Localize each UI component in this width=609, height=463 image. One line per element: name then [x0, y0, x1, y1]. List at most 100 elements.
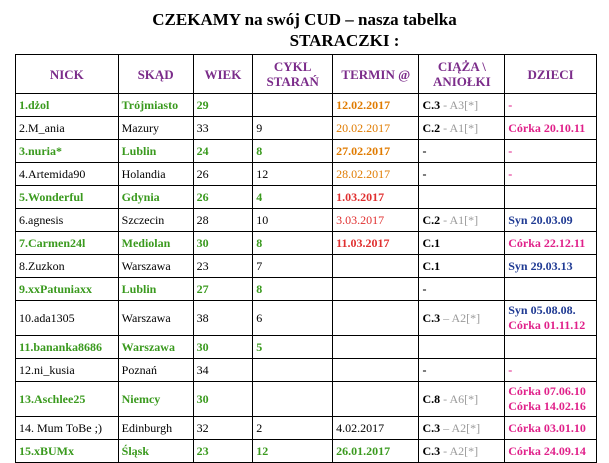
table-cell: 26 — [192, 185, 254, 209]
table-cell: 20.02.2017 — [332, 116, 420, 140]
table-cell — [332, 300, 420, 336]
child-entry: Córka 22.12.11 — [508, 235, 586, 250]
title: CZEKAMY na swój CUD – nasza tabelka — [152, 10, 457, 29]
table-cell: 7.Carmen24l — [15, 231, 119, 255]
pregnancy-part: A1[*] — [449, 212, 479, 227]
pregnancy-part: C.3 — [422, 310, 441, 325]
table-cell: Trójmiasto — [117, 93, 194, 117]
table-cell: Córka 22.12.11 — [504, 231, 597, 255]
column-header: DZIECI — [504, 54, 597, 94]
child-entry: Córka 24.09.14 — [508, 443, 586, 458]
table-cell — [332, 277, 420, 301]
column-header: TERMIN @ — [332, 54, 420, 94]
table-cell: 9.xxPatuniaxx — [15, 277, 119, 301]
table-cell — [252, 358, 334, 382]
table-cell — [418, 335, 506, 359]
child-entry: Córka 01.11.12 — [508, 318, 586, 332]
table-cell: 30 — [192, 335, 254, 359]
pregnancy-part: C.3 — [422, 443, 441, 458]
pregnancy-part: - — [443, 120, 448, 135]
table-cell: - — [504, 358, 597, 382]
table-cell: Warszawa — [117, 254, 194, 278]
table-cell: 28.02.2017 — [332, 162, 420, 186]
pregnancy-part: C.8 — [422, 391, 441, 406]
table-row: 8.Zuzkon Warszawa 23 7 C.1 Syn 29.03.13 — [15, 254, 597, 278]
table-cell: 5.Wonderful — [15, 185, 119, 209]
child-entry: Syn 05.08.08. — [508, 303, 576, 317]
pregnancy-part: - — [422, 362, 427, 377]
pregnancy-part: C.3 — [422, 420, 441, 435]
table-cell: 1.03.2017 — [332, 185, 420, 209]
table-cell: 10.ada1305 — [15, 300, 119, 336]
pregnancy-part: A2[*] — [451, 420, 481, 435]
table-cell: 30 — [192, 231, 254, 255]
table-cell: 23 — [192, 254, 254, 278]
table-cell: Lublin — [117, 277, 194, 301]
table-cell: C.3 – A2[*] — [418, 416, 506, 440]
table-cell — [418, 185, 506, 209]
pregnancy-part: - — [443, 391, 448, 406]
table-cell — [332, 381, 420, 417]
table-cell: C.2 - A1[*] — [418, 116, 506, 140]
child-entry: Córka 03.01.10 — [508, 420, 586, 435]
pregnancy-part: - — [443, 443, 448, 458]
table-row: 3.nuria* Lublin 24 8 27.02.2017- - — [15, 139, 597, 163]
table-cell: 11.bananka8686 — [15, 335, 119, 359]
table-cell: C.1 — [418, 231, 506, 255]
table-cell: Warszawa — [117, 300, 194, 336]
table-cell: 1.dżol — [15, 93, 119, 117]
pregnancy-part: C.3 — [422, 97, 441, 112]
table-cell: C.1 — [418, 254, 506, 278]
child-entry: Córka 20.10.11 — [508, 120, 586, 135]
table-row: 14. Mum ToBe ;) Edinburgh 32 2 4.02.2017 C.3 … — [15, 416, 597, 440]
table-cell: C.8 - A6[*] — [418, 381, 506, 417]
table-cell: - — [418, 162, 506, 186]
pregnancy-part: - — [443, 212, 448, 227]
table-cell — [332, 335, 420, 359]
table-cell — [252, 93, 334, 117]
table-cell — [332, 358, 420, 382]
table-cell: Córka 03.01.10 — [504, 416, 597, 440]
table-cell: 27 — [192, 277, 254, 301]
table-body: 1.dżol Trójmiasto 29 12.02.2017 C.3 - A3[*] -… — [15, 93, 597, 463]
table-cell — [504, 277, 597, 301]
table-cell: Gdynia — [117, 185, 194, 209]
table-cell: 34 — [192, 358, 254, 382]
table-cell: 24 — [192, 139, 254, 163]
child-entry: - — [508, 362, 513, 377]
table-cell: 7 — [252, 254, 334, 278]
table-row: 12.ni_kusia Poznań 34 - - — [15, 358, 597, 382]
child-entry: Córka 14.02.16 — [508, 399, 586, 413]
column-header: WIEK — [192, 54, 254, 94]
table-cell: Mazury — [117, 116, 194, 140]
table-row: 15.xBUMx Śląsk 23 12 26.01.2017 C.3 - A2[*] Có… — [15, 439, 597, 463]
table-cell: 38 — [192, 300, 254, 336]
table-cell: Śląsk — [117, 439, 194, 463]
table-cell: 5 — [252, 335, 334, 359]
table-cell: Syn 05.08.08. Córka 01.11.12 — [504, 300, 597, 336]
table-row: 11.bananka8686 Warszawa 30 5 — [15, 335, 597, 359]
table-cell: 12 — [252, 162, 334, 186]
table-cell: Syn 29.03.13 — [504, 254, 597, 278]
table-row: 10.ada1305 Warszawa 38 6 C.3 – A2[*] Syn 05.0… — [15, 300, 597, 336]
table-cell: 13.Aschlee25 — [15, 381, 119, 417]
child-entry: Syn 29.03.13 — [508, 258, 573, 273]
table-cell: Holandia — [117, 162, 194, 186]
column-header: SKĄD — [117, 54, 194, 94]
table-cell: 3.nuria* — [15, 139, 119, 163]
table-cell: Córka 20.10.11 — [504, 116, 597, 140]
table-row: 13.Aschlee25 Niemcy 30 C.8 - A6[*] Córka 07.… — [15, 381, 597, 417]
table-cell: 12.ni_kusia — [15, 358, 119, 382]
table-cell: - — [418, 358, 506, 382]
table-cell: Edinburgh — [117, 416, 194, 440]
pregnancy-part: – — [443, 310, 450, 325]
child-entry: - — [508, 143, 513, 158]
page: CZEKAMY na swój CUD – nasza tabelka STAR… — [15, 10, 597, 463]
table-cell: 14. Mum ToBe ;) — [15, 416, 119, 440]
table-cell: 27.02.2017 — [332, 139, 420, 163]
table-row: 6.agnesis Szczecin 28 10 3.03.2017 C.2 - A1[*… — [15, 208, 597, 232]
table-cell: 6.agnesis — [15, 208, 119, 232]
table-cell: 26 — [192, 162, 254, 186]
table-cell: 4 — [252, 185, 334, 209]
table-cell: - — [504, 93, 597, 117]
